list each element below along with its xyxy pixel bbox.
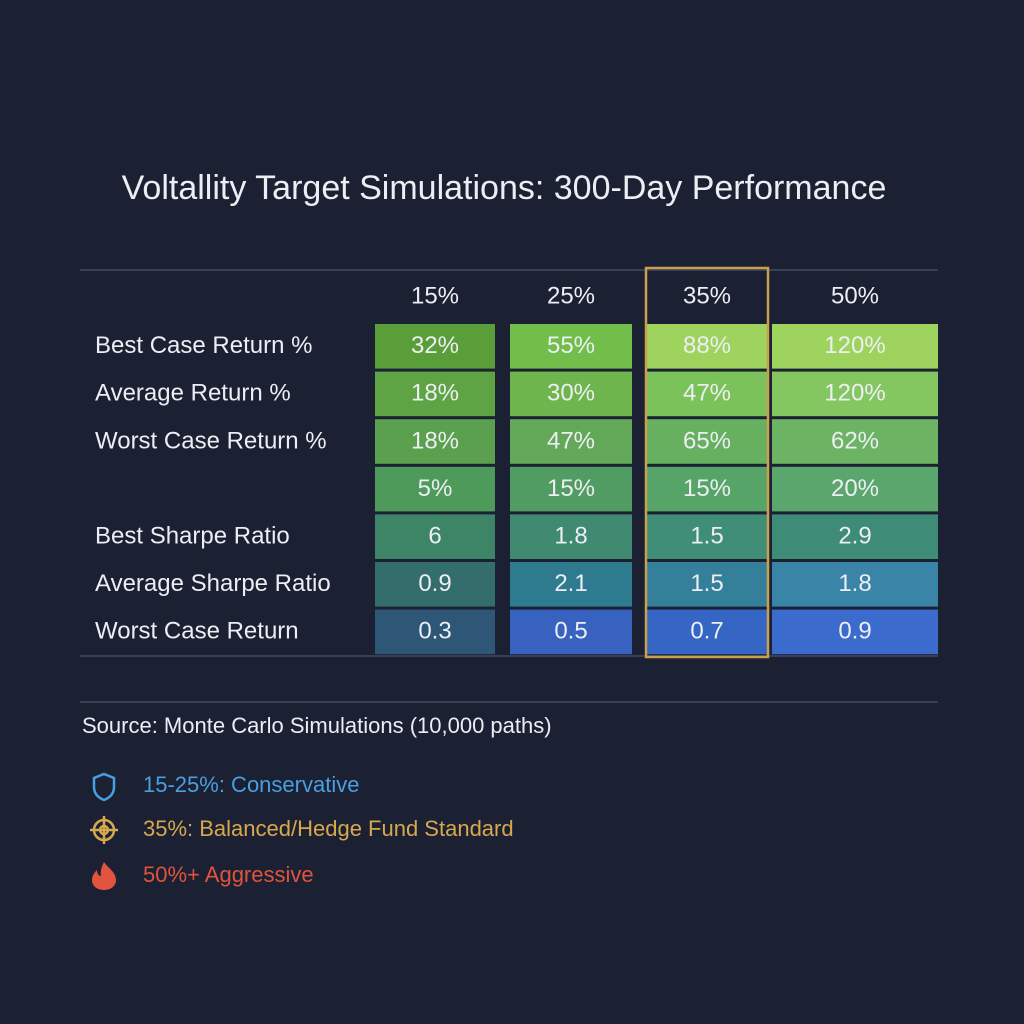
cell-bg: [510, 419, 632, 464]
cell: 47%: [547, 427, 595, 454]
cell: 6: [428, 523, 441, 550]
column-header: 25%: [547, 282, 595, 309]
cell-bg: [646, 466, 768, 512]
cell-bg: [510, 324, 632, 369]
legend-item: 50%+ Aggressive: [143, 862, 314, 887]
cell: 30%: [547, 380, 595, 407]
cell-bg: [772, 562, 938, 607]
cell-bg: [375, 371, 495, 417]
source: Source: Monte Carlo Simulations (10,000 …: [82, 713, 552, 738]
highlight-column: [644, 266, 770, 659]
cell: 1.5: [690, 570, 723, 597]
cell-bg: [646, 562, 768, 607]
cell-bg: [510, 514, 632, 559]
cell-bg: [772, 371, 938, 417]
cell-bg: [646, 324, 768, 369]
cell-bg: [375, 466, 495, 512]
cell-bg: [772, 324, 938, 369]
row-label: Average Return %: [95, 380, 291, 407]
cell-bg: [375, 609, 495, 655]
cell: 0.3: [418, 618, 451, 645]
cell-bg: [510, 609, 632, 655]
cell-bg: [375, 514, 495, 559]
cell: 32%: [411, 332, 459, 359]
cell: 0.9: [418, 570, 451, 597]
cell-bg: [646, 609, 768, 655]
cell: 1.8: [838, 570, 871, 597]
cell: 2.9: [838, 523, 871, 550]
cell: 88%: [683, 332, 731, 359]
cell-bg: [772, 609, 938, 655]
target-icon: [90, 816, 118, 844]
row-label: Average Sharpe Ratio: [95, 570, 331, 597]
cell: 1.5: [690, 523, 723, 550]
cell-bg: [375, 562, 495, 607]
column-header: 50%: [831, 282, 879, 309]
legend-item: 35%: Balanced/Hedge Fund Standard: [143, 816, 514, 841]
row-label: Worst Case Return %: [95, 427, 327, 454]
cell-bg: [375, 419, 495, 464]
cell: 0.5: [554, 618, 587, 645]
cell: 47%: [683, 380, 731, 407]
cell-bg: [646, 514, 768, 559]
cell-bg: [510, 371, 632, 417]
cell: 2.1: [554, 570, 587, 597]
cell: 65%: [683, 427, 731, 454]
cell: 5%: [418, 475, 453, 502]
cell-bg: [772, 466, 938, 512]
row-label: Best Sharpe Ratio: [95, 523, 290, 550]
cell: 120%: [824, 332, 885, 359]
row-label: Best Case Return %: [95, 332, 312, 359]
cell: 120%: [824, 380, 885, 407]
cell: 18%: [411, 380, 459, 407]
legend-item: 15-25%: Conservative: [143, 772, 359, 797]
flame-icon: [92, 862, 116, 890]
column-header: 15%: [411, 282, 459, 309]
cell-bg: [510, 562, 632, 607]
cell: 20%: [831, 475, 879, 502]
cell: 15%: [547, 475, 595, 502]
cell-bg: [772, 419, 938, 464]
cell: 18%: [411, 427, 459, 454]
cell: 0.7: [690, 618, 723, 645]
cell: 62%: [831, 427, 879, 454]
legend: 15-25%: Conservative 35%: Balanced/Hedge…: [90, 772, 514, 890]
cell-bg: [510, 466, 632, 512]
cell: 55%: [547, 332, 595, 359]
cell-bg: [646, 419, 768, 464]
title: Voltallity Target Simulations: 300-Day P…: [122, 169, 887, 207]
table: 15% 25% 35% 50% Best Case Return % 32% 55% 88% 1…: [95, 282, 938, 655]
cell-bg: [646, 371, 768, 417]
column-header: 35%: [683, 282, 731, 309]
row-label: Worst Case Return: [95, 618, 299, 645]
cell-bg: [772, 514, 938, 559]
cell: 15%: [683, 475, 731, 502]
shield-icon: [92, 772, 116, 802]
cell: 0.9: [838, 618, 871, 645]
cell: 1.8: [554, 523, 587, 550]
cell-bg: [375, 324, 495, 369]
